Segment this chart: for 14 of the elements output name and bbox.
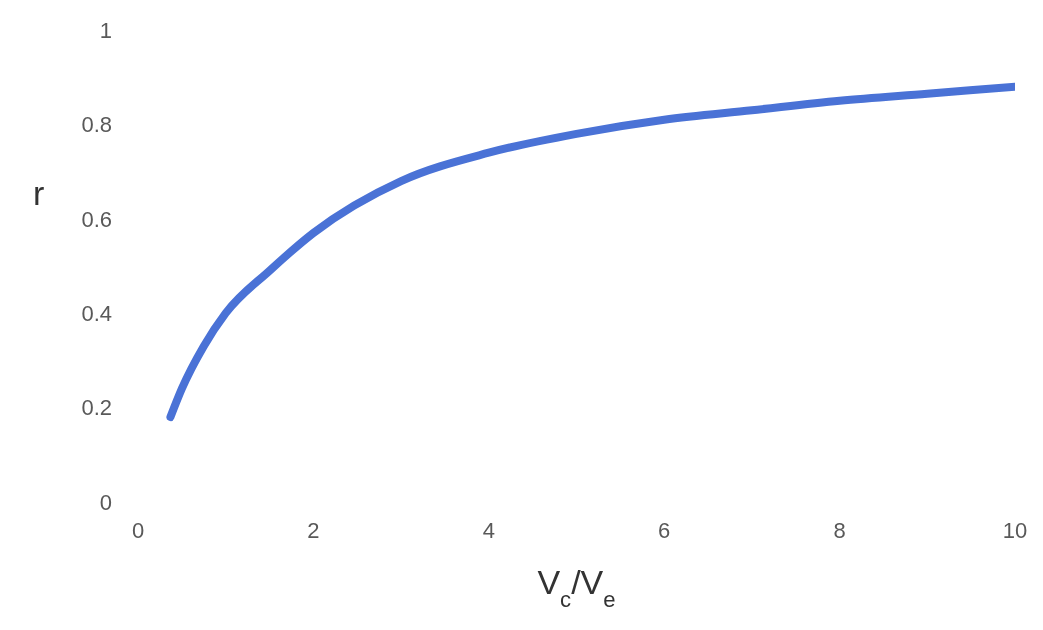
x-tick-label: 4 bbox=[482, 517, 495, 543]
x-tick-label: 0 bbox=[131, 517, 145, 543]
x-tick-label: 6 bbox=[658, 517, 671, 543]
x-axis-title: V$_{c}$/V$_{e}$ bbox=[537, 563, 616, 612]
y-tick-label: 0.6 bbox=[81, 206, 112, 232]
x-tick-label: 2 bbox=[307, 517, 320, 543]
y-axis-title: r bbox=[33, 173, 45, 212]
x-tick-label: 8 bbox=[833, 517, 846, 543]
y-tick-label: 0.8 bbox=[81, 112, 112, 138]
y-tick-label: 0.2 bbox=[81, 395, 112, 421]
y-tick-label: 0 bbox=[99, 489, 112, 515]
y-tick-label: 1 bbox=[99, 17, 112, 43]
y-tick-label: 0.4 bbox=[81, 301, 112, 327]
x-tick-label: 10 bbox=[1002, 517, 1028, 543]
